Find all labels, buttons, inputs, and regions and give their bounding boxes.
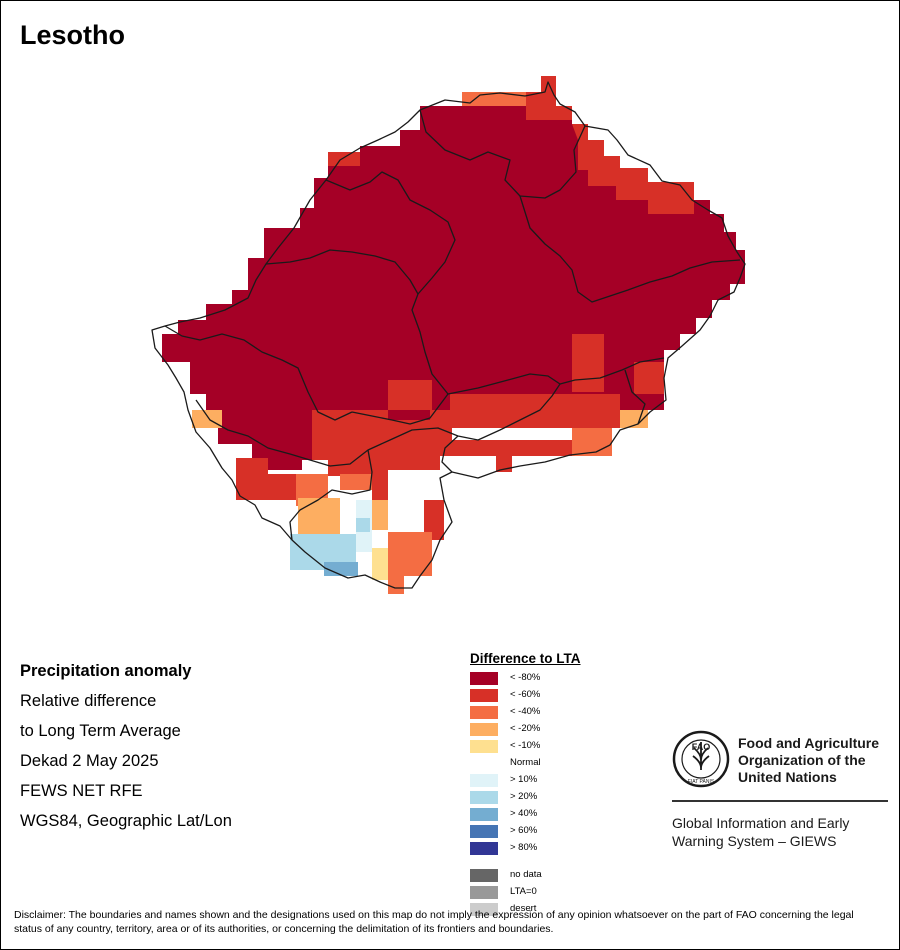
legend-label: < -40% bbox=[510, 706, 541, 717]
legend-row: < -10% bbox=[470, 739, 581, 756]
anomaly-zone bbox=[572, 428, 612, 456]
legend-swatch bbox=[470, 869, 498, 882]
anomaly-cell bbox=[324, 562, 358, 576]
district-boundary-1 bbox=[419, 109, 586, 199]
anomaly-map bbox=[151, 76, 746, 594]
anomaly-zone bbox=[312, 420, 612, 560]
legend: Difference to LTA < -80% < -60% < -40% < -2… bbox=[470, 651, 581, 919]
legend-row: < -40% bbox=[470, 705, 581, 722]
anomaly-zone bbox=[192, 410, 222, 428]
anomaly-zone bbox=[526, 76, 572, 120]
anomaly-zone bbox=[328, 152, 360, 166]
anomaly-cell bbox=[340, 534, 356, 566]
legend-label: desert bbox=[510, 903, 537, 914]
anomaly-zone bbox=[372, 500, 388, 530]
legend-row: no data bbox=[470, 868, 581, 885]
anomaly-zone bbox=[572, 334, 604, 392]
legend-label: > 20% bbox=[510, 791, 538, 802]
legend-swatch bbox=[470, 740, 498, 753]
legend-swatch bbox=[470, 808, 498, 821]
anomaly-zone bbox=[298, 498, 340, 534]
fao-org-name: Food and Agriculture Organization of the… bbox=[738, 735, 880, 785]
disclaimer: Disclaimer: The boundaries and names sho… bbox=[14, 909, 854, 935]
legend-label: > 80% bbox=[510, 842, 538, 853]
info-line-lta: to Long Term Average bbox=[20, 722, 181, 740]
legend-classes: < -80% < -60% < -40% < -20% < -10% Normal > 10… bbox=[470, 671, 581, 858]
country-boundary bbox=[151, 81, 746, 589]
legend-swatch bbox=[470, 774, 498, 787]
legend-swatch bbox=[470, 903, 498, 916]
legend-label: > 40% bbox=[510, 808, 538, 819]
giews-name: Global Information and Early Warning Sys… bbox=[672, 815, 850, 849]
legend-swatch bbox=[470, 842, 498, 855]
district-boundary-7 bbox=[351, 393, 449, 425]
legend-label: < -80% bbox=[510, 672, 541, 683]
legend-label: < -60% bbox=[510, 689, 541, 700]
fao-emblem-icon: FAO FIAT PANIS bbox=[672, 730, 730, 788]
legend-swatch bbox=[470, 791, 498, 804]
district-boundary-3 bbox=[519, 195, 741, 303]
legend-row: < -80% bbox=[470, 671, 581, 688]
legend-row: > 60% bbox=[470, 824, 581, 841]
legend-extra: no data LTA=0 desert bbox=[470, 868, 581, 919]
legend-label: > 10% bbox=[510, 774, 538, 785]
logo-divider bbox=[672, 800, 888, 802]
info-line-relative: Relative difference bbox=[20, 692, 157, 710]
district-boundary-2 bbox=[325, 171, 665, 395]
district-boundaries bbox=[151, 81, 746, 589]
district-boundary-9 bbox=[289, 449, 373, 541]
anomaly-zone bbox=[388, 532, 432, 594]
anomaly-zone bbox=[634, 362, 664, 394]
legend-swatch bbox=[470, 706, 498, 719]
svg-text:FAO: FAO bbox=[692, 742, 711, 752]
anomaly-zone bbox=[372, 548, 388, 580]
legend-row: > 10% bbox=[470, 773, 581, 790]
legend-row: desert bbox=[470, 902, 581, 919]
anomaly-zone bbox=[462, 92, 526, 106]
legend-label: LTA=0 bbox=[510, 886, 537, 897]
legend-swatch bbox=[470, 689, 498, 702]
map-info-block: Precipitation anomaly Relative differenc… bbox=[20, 656, 232, 836]
anomaly-zone bbox=[236, 458, 300, 500]
legend-swatch bbox=[470, 723, 498, 736]
anomaly-zone bbox=[340, 474, 372, 490]
svg-text:FIAT PANIS: FIAT PANIS bbox=[688, 779, 715, 785]
anomaly-raster bbox=[162, 76, 745, 594]
legend-label: no data bbox=[510, 869, 542, 880]
legend-label: > 60% bbox=[510, 825, 538, 836]
legend-label: Normal bbox=[510, 757, 541, 768]
info-line-source: FEWS NET RFE bbox=[20, 782, 143, 800]
legend-swatch bbox=[470, 757, 498, 770]
legend-row: > 80% bbox=[470, 841, 581, 858]
legend-row: > 40% bbox=[470, 807, 581, 824]
legend-row: > 20% bbox=[470, 790, 581, 807]
legend-swatch bbox=[470, 825, 498, 838]
district-boundary-5 bbox=[164, 325, 353, 421]
legend-row: < -60% bbox=[470, 688, 581, 705]
legend-label: < -20% bbox=[510, 723, 541, 734]
legend-title: Difference to LTA bbox=[470, 651, 581, 666]
legend-label: < -10% bbox=[510, 740, 541, 751]
legend-row: Normal bbox=[470, 756, 581, 773]
district-boundary-6 bbox=[195, 383, 561, 467]
legend-row: LTA=0 bbox=[470, 885, 581, 902]
anomaly-zone bbox=[572, 124, 648, 200]
district-boundary-10 bbox=[624, 369, 646, 425]
info-line-dekad: Dekad 2 May 2025 bbox=[20, 752, 159, 770]
anomaly-cell bbox=[356, 518, 370, 532]
anomaly-zone bbox=[388, 380, 432, 410]
legend-row: < -20% bbox=[470, 722, 581, 739]
district-boundary-8 bbox=[441, 435, 459, 473]
anomaly-zone bbox=[648, 182, 694, 214]
info-heading: Precipitation anomaly bbox=[20, 662, 192, 680]
district-boundary-4 bbox=[265, 249, 419, 295]
legend-swatch bbox=[470, 886, 498, 899]
legend-swatch bbox=[470, 672, 498, 685]
info-line-projection: WGS84, Geographic Lat/Lon bbox=[20, 812, 232, 830]
map-title: Lesotho bbox=[20, 20, 125, 50]
